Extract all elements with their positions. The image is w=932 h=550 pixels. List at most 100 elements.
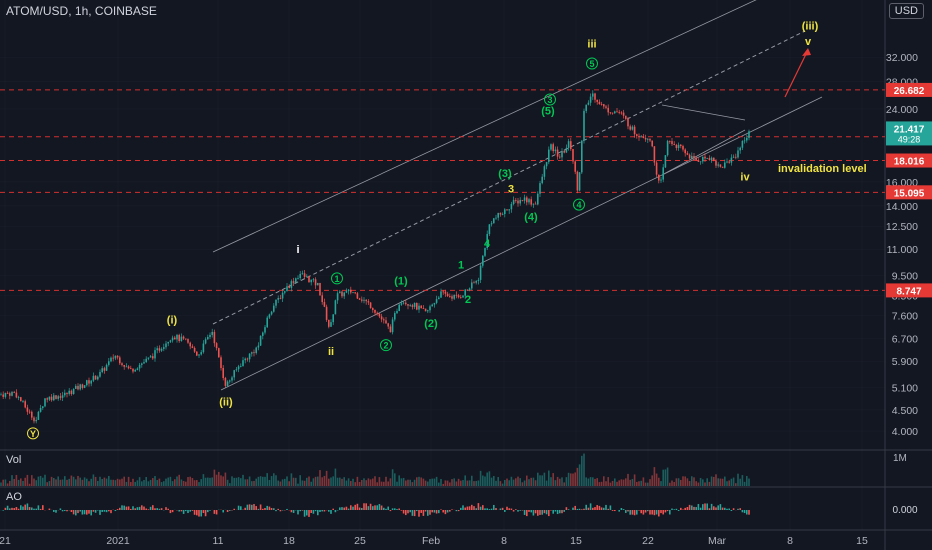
candle-body <box>680 144 682 147</box>
ao-bar <box>636 510 638 515</box>
ao-bar <box>726 508 728 510</box>
ao-bar <box>684 507 686 510</box>
ao-bar <box>402 510 405 514</box>
wave-label: (3) <box>498 168 512 180</box>
wave-label: ii <box>328 346 334 358</box>
candle-body <box>699 161 702 163</box>
volume-bar <box>31 475 33 486</box>
candle-body <box>9 393 11 396</box>
candle-body <box>691 155 693 159</box>
candle-body <box>473 282 475 284</box>
volume-bar <box>127 476 130 486</box>
volume-bar <box>519 478 521 486</box>
price-tick-label: 12.500 <box>886 221 918 233</box>
candle-body <box>138 364 141 369</box>
volume-bar <box>523 480 526 486</box>
candle-body <box>39 407 42 412</box>
ao-bar <box>286 508 288 510</box>
ao-bar <box>37 505 40 510</box>
candle-body <box>275 299 277 306</box>
candle-body <box>378 313 381 317</box>
candle-body <box>178 334 180 341</box>
volume-bar <box>598 482 601 486</box>
wave-label: (iii) <box>802 20 819 32</box>
volume-bar <box>231 476 233 486</box>
volume-bar <box>477 480 480 486</box>
volume-bar <box>636 481 638 486</box>
candle-body <box>561 150 563 158</box>
volume-bar <box>625 478 627 486</box>
candle-body <box>72 388 75 395</box>
volume-bar <box>541 475 543 486</box>
volume-bar <box>251 481 253 486</box>
volume-bar <box>200 479 202 486</box>
ao-bar <box>383 507 385 510</box>
candle-body <box>427 310 429 312</box>
ao-bar <box>178 510 180 512</box>
candle-body <box>647 138 649 140</box>
candle-body <box>743 140 746 142</box>
volume-bar <box>658 477 660 486</box>
volume-bar <box>24 477 26 486</box>
volume-bar <box>20 478 22 486</box>
ao-bar <box>680 507 682 510</box>
ao-bar <box>314 510 317 512</box>
candle-body <box>125 366 128 368</box>
candle-body <box>147 357 150 359</box>
ao-bar <box>435 510 438 514</box>
volume-bar <box>72 476 75 486</box>
volume-bar <box>449 482 451 486</box>
volume-bar <box>442 483 444 486</box>
candle-body <box>266 317 268 328</box>
candle-body <box>638 135 640 138</box>
volume-bar <box>732 477 735 486</box>
ao-bar <box>134 508 136 510</box>
volume-bar <box>301 480 304 486</box>
candle-body <box>68 390 70 394</box>
ao-bar <box>158 508 161 510</box>
volume-bar <box>226 479 229 486</box>
ao-bar <box>259 504 262 510</box>
ao-bar <box>427 510 429 516</box>
volume-bar <box>138 477 141 486</box>
volume-bar <box>235 477 238 486</box>
ao-bar <box>475 508 477 510</box>
candle-body <box>350 289 352 293</box>
ao-bar <box>737 508 739 510</box>
candle-body <box>596 99 598 102</box>
candle-body <box>24 401 26 408</box>
volume-bar <box>530 477 532 486</box>
candle-body <box>453 294 455 299</box>
volume-bar <box>517 476 519 486</box>
candle-body <box>539 183 541 194</box>
volume-bar <box>726 481 728 486</box>
ao-bar <box>132 506 134 510</box>
volume-bar <box>473 481 475 486</box>
ao-bar <box>688 504 691 510</box>
candle-body <box>2 394 4 397</box>
ao-bar <box>677 510 680 511</box>
volume-bar <box>275 475 277 486</box>
ao-bar <box>702 504 704 510</box>
candle-body <box>130 368 132 370</box>
currency-selector[interactable]: USD <box>888 3 924 19</box>
candle-body <box>376 312 378 314</box>
candle-body <box>715 160 717 166</box>
candle-body <box>387 323 389 327</box>
triangle-lower <box>661 129 746 176</box>
time-tick-label: 8 <box>787 535 793 547</box>
volume-bar <box>75 479 77 486</box>
ao-bar <box>119 507 121 510</box>
ao-bar <box>649 510 651 515</box>
candle-body <box>666 140 669 156</box>
candle-body <box>81 384 84 388</box>
candle-body <box>119 357 121 364</box>
ao-bar <box>658 510 660 517</box>
ao-bar <box>620 508 623 510</box>
volume-bar <box>374 476 376 486</box>
ao-bar <box>378 504 381 510</box>
ao-bar <box>416 510 418 512</box>
volume-bar <box>253 480 255 486</box>
ao-bar <box>306 510 308 516</box>
